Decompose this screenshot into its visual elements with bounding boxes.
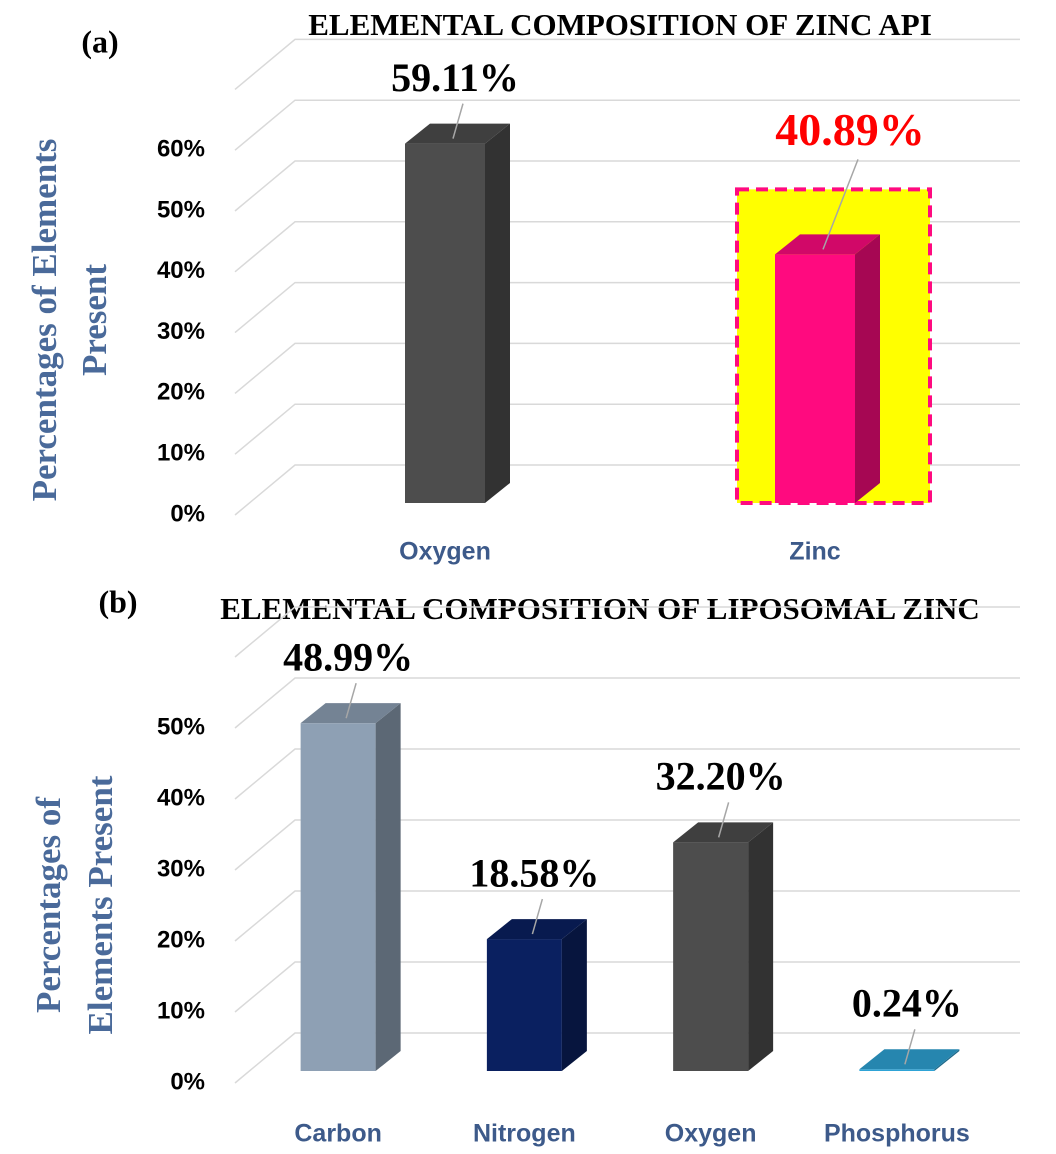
x-tick-label: Phosphorus: [824, 1120, 970, 1148]
bar-side: [485, 123, 510, 503]
leader-line: [904, 1029, 916, 1065]
bar-top: [486, 919, 587, 940]
plot-frame: [234, 38, 1020, 90]
leader-line: [531, 898, 544, 935]
y-tick-label: 20%: [157, 379, 205, 406]
bar-front: [673, 842, 749, 1071]
grid-line: [234, 1032, 1020, 1084]
bar-side: [561, 919, 587, 1071]
bar: [775, 234, 880, 503]
y-tick-label: 60%: [157, 136, 205, 163]
leader-line: [452, 103, 464, 139]
grid-line: [234, 160, 1020, 212]
y-tick-label: 10%: [157, 997, 205, 1024]
grid-line: [234, 99, 1020, 151]
bar-side: [748, 822, 774, 1071]
leader-line: [717, 802, 730, 838]
y-tick-label: 40%: [157, 784, 205, 811]
value-label: 0.24%: [852, 980, 962, 1025]
leader-line: [822, 159, 859, 250]
value-label: 48.99%: [283, 634, 413, 679]
bar-front: [405, 143, 485, 503]
y-axis-label-line: Present: [75, 264, 114, 376]
bar: [300, 703, 401, 1071]
grid-line: [234, 819, 1020, 871]
bar: [405, 123, 510, 503]
bar: [859, 1049, 960, 1071]
x-tick-label: Zinc: [789, 538, 840, 566]
bar-top: [300, 703, 401, 724]
y-tick-label: 30%: [157, 855, 205, 882]
y-axis-label: Percentages of Elements Present: [25, 139, 114, 502]
bar-top: [673, 822, 774, 843]
bar-side: [855, 234, 880, 503]
bar-top: [405, 123, 510, 144]
bar-front: [775, 254, 855, 503]
y-axis-label: Percentages of Elements Present: [29, 775, 120, 1034]
bar-front: [486, 939, 562, 1071]
chart-title: ELEMENTAL COMPOSITION OF LIPOSOMAL ZINC: [220, 591, 980, 626]
bar: [673, 822, 774, 1071]
x-tick-label: Oxygen: [399, 538, 491, 566]
y-axis-label-line: Percentages of: [29, 797, 68, 1013]
y-tick-label: 50%: [157, 196, 205, 223]
y-tick-label: 30%: [157, 318, 205, 345]
x-tick-label: Oxygen: [665, 1120, 757, 1148]
y-tick-label: 0%: [170, 1068, 205, 1095]
chart-title: ELEMENTAL COMPOSITION OF ZINC API: [308, 7, 932, 42]
value-label: 40.89%: [775, 104, 925, 155]
y-tick-label: 50%: [157, 713, 205, 740]
value-label: 18.58%: [469, 850, 599, 895]
y-tick-label: 40%: [157, 257, 205, 284]
x-tick-label: Nitrogen: [473, 1120, 576, 1148]
bar-front: [300, 723, 376, 1071]
grid-line: [234, 961, 1020, 1013]
y-tick-label: 0%: [170, 500, 205, 527]
panel-label: (a): [81, 23, 118, 59]
value-label: 32.20%: [656, 754, 786, 799]
value-label: 59.11%: [391, 55, 519, 100]
bar-side: [375, 703, 401, 1071]
y-axis-label-line: Percentages of Elements: [25, 139, 64, 502]
grid-line: [234, 677, 1020, 729]
bar-front: [859, 1069, 935, 1071]
y-tick-label: 10%: [157, 440, 205, 467]
x-tick-label: Carbon: [294, 1120, 382, 1148]
leader-line: [345, 682, 357, 719]
grid-line: [234, 748, 1020, 800]
grid-line: [234, 890, 1020, 942]
bar-top: [859, 1049, 960, 1070]
panel-label: (b): [98, 583, 137, 619]
y-tick-label: 20%: [157, 926, 205, 953]
plot-frame: [234, 606, 1020, 658]
bar: [486, 919, 587, 1071]
y-axis-label-line: Elements Present: [81, 775, 120, 1034]
bar-top: [775, 234, 880, 255]
bar-side: [934, 1049, 960, 1071]
